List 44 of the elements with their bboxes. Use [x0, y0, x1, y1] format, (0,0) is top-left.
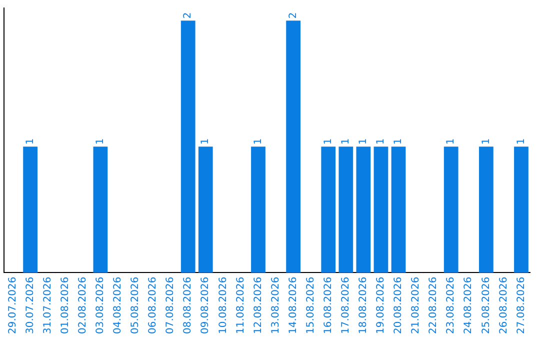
x-tick-label: 01.08.2026 [60, 276, 71, 334]
x-tick-label: 09.08.2026 [200, 276, 212, 334]
data-label: 1 [340, 138, 352, 145]
x-tick-label: 21.08.2026 [410, 276, 422, 334]
data-label: 1 [480, 138, 492, 145]
x-tick-label: 10.08.2026 [218, 276, 229, 334]
x-tick-label: 12.08.2026 [252, 276, 264, 334]
x-tick-label: 31.07.2026 [42, 276, 54, 334]
x-tick-label: 14.08.2026 [288, 276, 299, 334]
x-tick-label: 15.08.2026 [305, 276, 316, 334]
x-tick-label: 30.07.2026 [24, 276, 36, 334]
data-label: 1 [95, 138, 106, 145]
x-tick-label: 04.08.2026 [112, 276, 124, 334]
x-tick-label: 24.08.2026 [463, 276, 474, 334]
x-tick-label: 02.08.2026 [77, 276, 88, 334]
x-tick-label: 22.08.2026 [428, 276, 440, 334]
x-tick-label: 26.08.2026 [498, 276, 510, 334]
x-tick-label: 25.08.2026 [480, 276, 492, 334]
data-label: 1 [393, 138, 404, 145]
data-label: 1 [358, 138, 370, 145]
x-tick-label: 19.08.2026 [376, 276, 387, 334]
data-label: 1 [322, 138, 334, 145]
data-label: 1 [516, 138, 527, 145]
x-tick-label: 17.08.2026 [340, 276, 352, 334]
data-label: 2 [288, 12, 299, 19]
x-tick-label: 18.08.2026 [358, 276, 370, 334]
x-tick-label: 08.08.2026 [182, 276, 194, 334]
data-label: 1 [446, 138, 457, 145]
data-label: 1 [200, 138, 212, 145]
x-tick-label: 07.08.2026 [165, 276, 176, 334]
x-tick-label: 27.08.2026 [516, 276, 527, 334]
x-tick-label: 29.07.2026 [7, 276, 18, 334]
data-label: 1 [252, 138, 264, 145]
x-tick-label: 23.08.2026 [446, 276, 457, 334]
data-label: 1 [376, 138, 387, 145]
x-tick-label: 11.08.2026 [235, 276, 246, 334]
data-label: 1 [24, 138, 36, 145]
x-tick-label: 06.08.2026 [148, 276, 159, 334]
x-tick-label: 20.08.2026 [393, 276, 404, 334]
x-tick-label: 05.08.2026 [130, 276, 142, 334]
x-tick-label: 03.08.2026 [95, 276, 106, 334]
x-tick-label: 13.08.2026 [270, 276, 282, 334]
x-tick-label: 16.08.2026 [322, 276, 334, 334]
data-label: 2 [182, 12, 194, 19]
